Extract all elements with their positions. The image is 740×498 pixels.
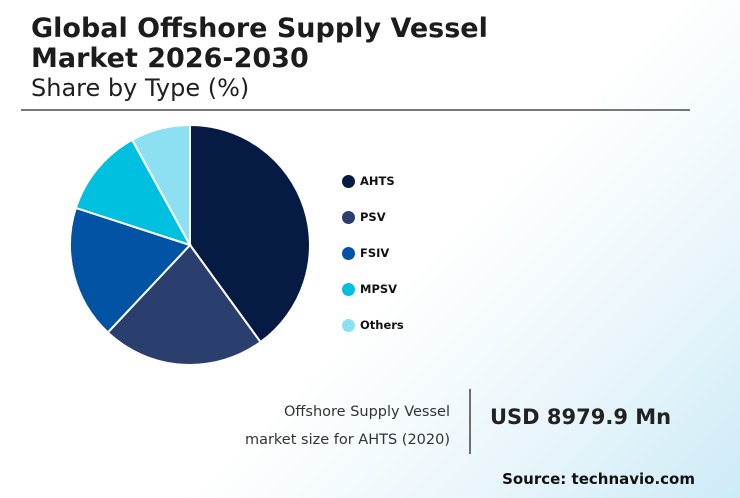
chart-title-line-2: Market 2026-2030: [31, 43, 309, 74]
source-credit: Source: technavio.com: [502, 470, 695, 488]
legend-swatch: [342, 175, 355, 188]
title-divider: [21, 109, 690, 111]
legend-label: Others: [360, 318, 404, 332]
legend-swatch: [342, 247, 355, 260]
legend-swatch: [342, 283, 355, 296]
pie-slice-psv: [106, 243, 262, 366]
chart-subtitle: Share by Type (%): [31, 74, 250, 102]
pie-slice-others: [130, 123, 191, 246]
market-size-caption: Offshore Supply Vessel market size for A…: [245, 398, 450, 454]
legend-label: PSV: [360, 210, 386, 224]
caption-divider: [469, 389, 471, 454]
legend-label: AHTS: [360, 174, 395, 188]
pie-slice-ahts: [189, 123, 311, 344]
caption-line-2: market size for AHTS (2020): [244, 432, 450, 448]
legend-label: MPSV: [360, 282, 398, 296]
pie-chart: [69, 123, 311, 366]
pie-slice-fsiv: [69, 206, 192, 334]
pie-slice-mpsv: [74, 138, 193, 247]
legend-swatch: [342, 319, 355, 332]
market-size-value: USD 8979.9 Mn: [490, 405, 672, 429]
chart-title-line-1: Global Offshore Supply Vessel: [31, 13, 488, 44]
legend-label: FSIV: [360, 246, 390, 260]
caption-line-1: Offshore Supply Vessel: [284, 404, 450, 420]
legend-swatch: [342, 211, 355, 224]
